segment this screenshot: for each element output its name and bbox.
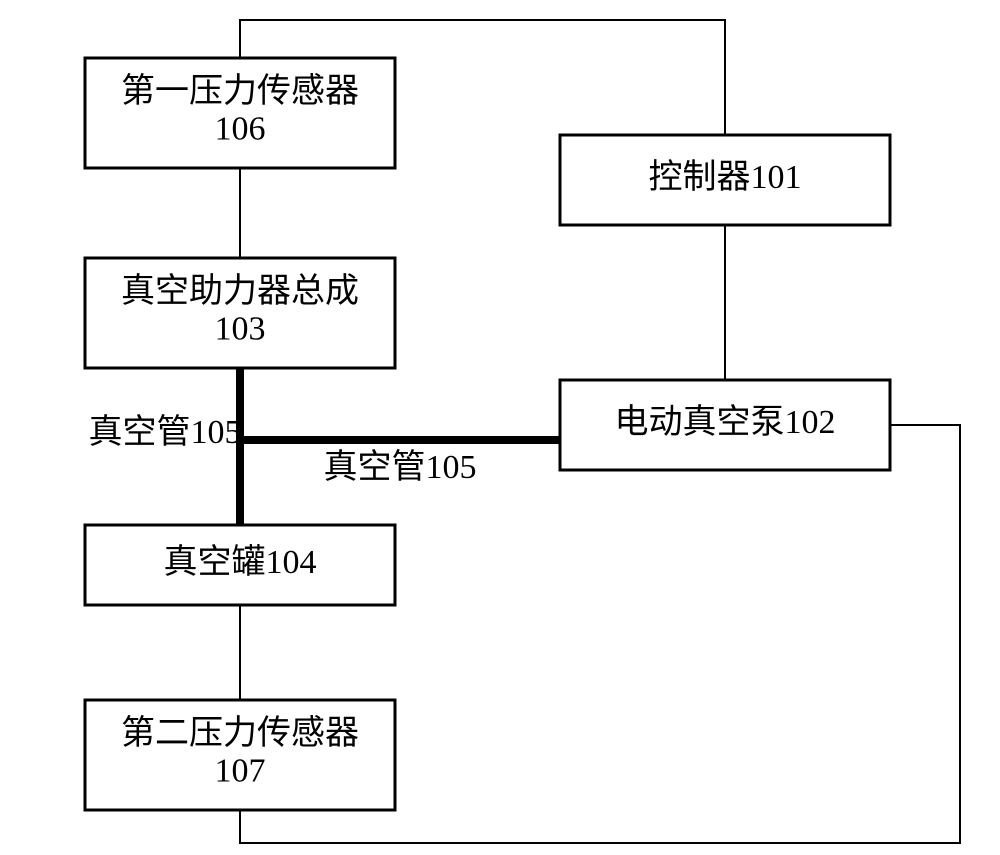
node-booster-id: 103 xyxy=(215,310,266,347)
tube-label-middle: 真空管105 xyxy=(324,448,477,486)
node-sensor1-id: 106 xyxy=(215,110,266,147)
node-booster: 真空助力器总成103 xyxy=(85,258,395,368)
node-sensor1-label: 第一压力传感器 xyxy=(121,72,359,110)
node-pump: 电动真空泵102 xyxy=(560,380,890,470)
node-sensor2-id: 107 xyxy=(215,752,266,789)
node-controller: 控制器101 xyxy=(560,135,890,225)
node-sensor1: 第一压力传感器106 xyxy=(85,58,395,168)
node-sensor2: 第二压力传感器107 xyxy=(85,700,395,810)
node-pump-label: 电动真空泵102 xyxy=(615,403,836,441)
node-tank-label: 真空罐104 xyxy=(164,543,317,581)
node-controller-label: 控制器101 xyxy=(649,158,802,196)
node-tank: 真空罐104 xyxy=(85,525,395,605)
node-sensor2-label: 第二压力传感器 xyxy=(121,714,359,752)
tube-label-left: 真空管105 xyxy=(89,413,242,451)
node-booster-label: 真空助力器总成 xyxy=(121,272,359,310)
